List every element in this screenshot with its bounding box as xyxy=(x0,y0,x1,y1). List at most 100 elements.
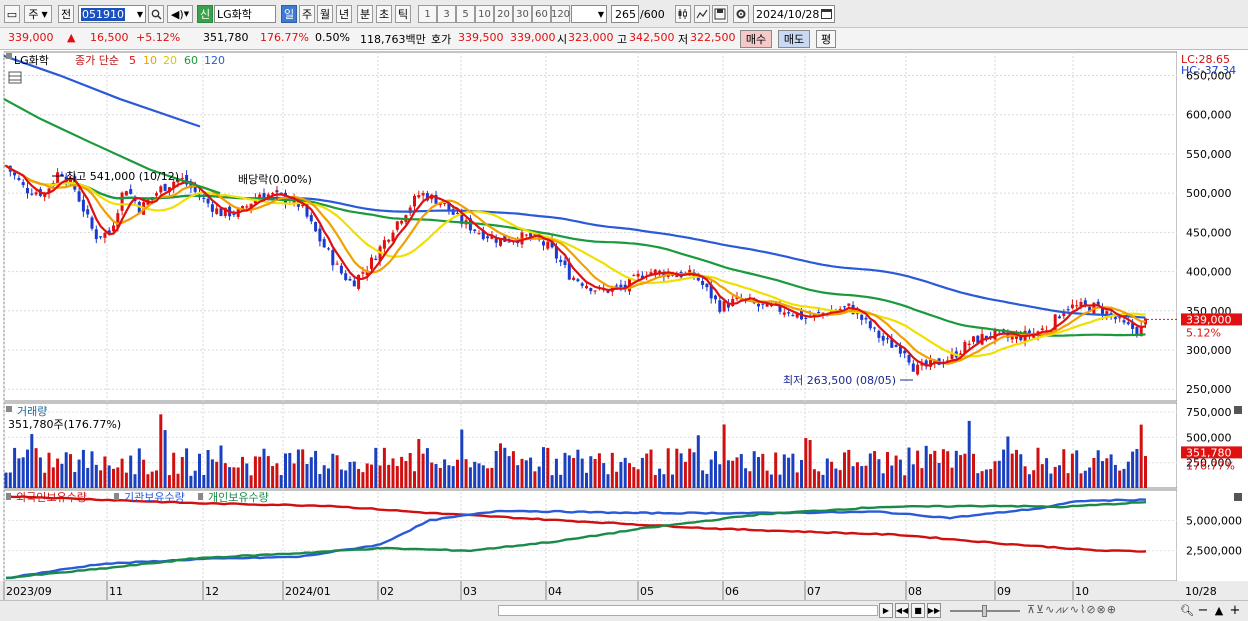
volume-bar xyxy=(400,456,404,488)
scroll-right-icon[interactable]: ▶ xyxy=(879,603,893,618)
zoom-icon[interactable]: 🔍︎ xyxy=(1180,604,1194,617)
period-select[interactable]: 주 ▼ xyxy=(24,5,52,23)
chevron-up-icon[interactable]: ▲ xyxy=(1214,604,1224,617)
sell-button-label: 매도 xyxy=(783,33,805,46)
drawing-tools-icon[interactable]: ⊼⊻∿⩘⩗∿⌇⊘⊗⊕ xyxy=(1027,603,1117,616)
candle-body xyxy=(301,204,305,207)
volume-bar xyxy=(714,451,717,488)
candle-body xyxy=(17,178,21,180)
candle-body xyxy=(993,330,997,340)
candle-body xyxy=(60,174,64,177)
search-icon[interactable] xyxy=(148,5,164,23)
candle-body xyxy=(271,193,275,195)
volume-axis-label: 250,000 xyxy=(1186,457,1232,470)
candle-body xyxy=(1083,300,1087,305)
drawing-tool-icon[interactable] xyxy=(694,5,710,23)
new-badge-label: 신 xyxy=(199,8,211,21)
x-axis-label: 02 xyxy=(380,585,394,598)
stock-chart[interactable]: 2023/09 11 12 2024/01 02 03 04 05 06 07 08 09 10 10/2… xyxy=(0,50,1248,600)
tab-week[interactable]: 주 xyxy=(299,5,315,23)
volume-bar xyxy=(873,451,877,488)
candle-body xyxy=(722,301,726,312)
volume-bar xyxy=(486,468,490,488)
candle-body xyxy=(640,275,644,279)
tab-week-label: 주 xyxy=(301,8,313,21)
zoom-out-icon[interactable]: − xyxy=(1197,603,1209,618)
candle-body xyxy=(421,193,425,196)
save-icon[interactable] xyxy=(712,5,728,23)
volume-bar xyxy=(898,459,902,488)
interval-button-60[interactable]: 60 xyxy=(532,5,551,23)
volume-bar xyxy=(17,458,21,488)
sound-icon[interactable]: ◀) ▼ xyxy=(167,5,193,23)
fast-forward-icon[interactable]: ▶▶ xyxy=(927,603,941,618)
interval-button-3[interactable]: 3 xyxy=(437,5,456,23)
candle-body xyxy=(352,280,356,287)
candle-body xyxy=(443,203,447,205)
volume-bar xyxy=(589,456,593,488)
stock-name-value: LG화학 xyxy=(217,8,252,21)
gear-icon[interactable] xyxy=(733,5,749,23)
interval-button-120[interactable]: 120 xyxy=(551,5,570,23)
volume-bar xyxy=(791,453,795,488)
chart-scrollbar[interactable]: ▶ ◀◀ ■ ▶▶ ⊼⊻∿⩘⩗∿⌇⊘⊗⊕ 🔍︎ − ▲ + xyxy=(0,600,1248,621)
high-price: 342,500 xyxy=(629,31,675,44)
candle-body xyxy=(950,352,954,359)
trade-amount: 118,763백만 xyxy=(360,33,426,46)
volume-bar xyxy=(473,461,477,488)
scroll-thumb[interactable] xyxy=(498,605,878,616)
candle-body xyxy=(413,195,416,207)
volume-bar xyxy=(99,470,103,488)
window-icon[interactable]: ▭ xyxy=(4,5,20,23)
volume-bar xyxy=(825,458,829,488)
volume-bar xyxy=(533,471,537,488)
candle-body xyxy=(804,317,808,319)
tab-year[interactable]: 년 xyxy=(336,5,352,23)
volume-bar xyxy=(60,463,64,488)
volume-bar xyxy=(546,447,550,488)
prev-button[interactable]: 전 xyxy=(58,5,74,23)
volume-bar xyxy=(972,453,975,488)
volume-bar xyxy=(77,459,81,488)
close-panel-icon[interactable] xyxy=(1234,406,1242,414)
tab-minute[interactable]: 분 xyxy=(357,5,373,23)
interval-button-20[interactable]: 20 xyxy=(494,5,513,23)
volume-bar xyxy=(468,467,472,488)
date-input[interactable]: 2024/10/28 xyxy=(753,5,835,23)
chevron-down-icon[interactable]: ▼ xyxy=(136,9,143,19)
price-axis-label: 500,000 xyxy=(1186,187,1232,200)
interval-button-30[interactable]: 30 xyxy=(513,5,532,23)
eval-button[interactable]: 평 xyxy=(816,30,836,48)
candle-body xyxy=(847,303,851,306)
x-axis-label: 05 xyxy=(640,585,654,598)
stop-icon[interactable]: ■ xyxy=(911,603,925,618)
buy-button[interactable]: 매수 xyxy=(740,30,772,48)
tab-month[interactable]: 월 xyxy=(317,5,333,23)
candle-body xyxy=(615,285,619,287)
bid-price: 339,000 xyxy=(510,31,556,44)
tab-day[interactable]: 일 xyxy=(281,5,297,23)
current-price-tag-text: 339,000 xyxy=(1186,313,1232,326)
interval-button-10[interactable]: 10 xyxy=(475,5,494,23)
volume-bar xyxy=(757,457,760,488)
interval-button-1[interactable]: 1 xyxy=(418,5,437,23)
grid-table-icon[interactable] xyxy=(8,71,22,84)
stock-code-input[interactable]: 051910 ▼ xyxy=(78,5,146,23)
tab-tick[interactable]: 틱 xyxy=(395,5,411,23)
tab-second[interactable]: 초 xyxy=(376,5,392,23)
volume-bar xyxy=(1019,454,1023,488)
count-input[interactable]: 265 xyxy=(611,5,639,23)
volume-bar xyxy=(653,475,657,488)
chevron-down-icon: ▼ xyxy=(41,9,48,19)
zoom-slider-handle[interactable] xyxy=(982,605,987,617)
calendar-icon[interactable] xyxy=(821,8,832,22)
close-panel-icon[interactable] xyxy=(1234,493,1242,501)
interval-button-5[interactable]: 5 xyxy=(456,5,475,23)
zoom-in-icon[interactable]: + xyxy=(1229,603,1241,618)
sell-button[interactable]: 매도 xyxy=(778,30,810,48)
candle-body xyxy=(107,230,111,234)
interval-custom-select[interactable]: ▼ xyxy=(571,5,607,23)
rewind-icon[interactable]: ◀◀ xyxy=(895,603,909,618)
volume-bar xyxy=(163,430,167,488)
candle-type-icon[interactable] xyxy=(675,5,691,23)
